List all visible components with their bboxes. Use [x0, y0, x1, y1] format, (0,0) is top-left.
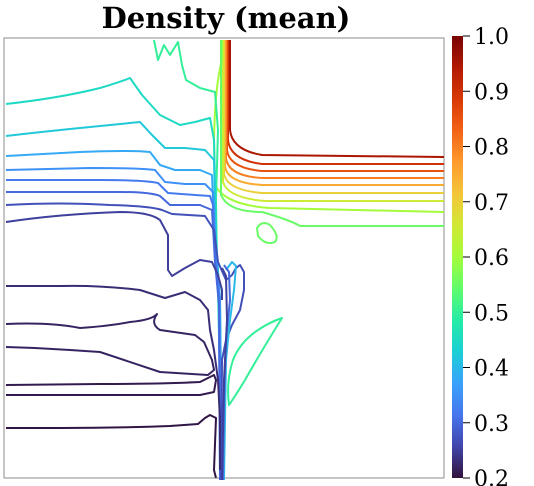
contour-line — [5, 77, 223, 481]
colorbar-tick-label: 0.2 — [474, 467, 509, 486]
colorbar-tick-label: 0.4 — [474, 357, 509, 382]
contour-line — [5, 121, 223, 481]
contour-line — [6, 414, 217, 479]
contour-line — [221, 267, 228, 481]
contour-line — [5, 167, 222, 481]
contour-line — [227, 40, 444, 165]
contour-line — [223, 40, 444, 194]
chart-title: Density (mean) — [102, 1, 351, 35]
colorbar-tick-label: 0.7 — [474, 191, 509, 216]
colorbar-tick-label: 0.6 — [474, 246, 509, 271]
colorbar-tick-label: 0.9 — [474, 80, 509, 105]
contour-line — [224, 40, 444, 186]
colorbar-tick-label: 0.3 — [474, 412, 509, 437]
colorbar-ticks: 1.0 0.9 0.8 0.7 0.6 0.5 0.4 0.3 0.2 — [463, 25, 509, 486]
contour-line — [222, 40, 444, 202]
contour-line — [6, 284, 221, 470]
colorbar: 1.0 0.9 0.8 0.7 0.6 0.5 0.4 0.3 0.2 — [452, 25, 509, 486]
contour-line — [5, 150, 222, 481]
contour-line — [5, 374, 217, 396]
contour-line — [6, 179, 221, 481]
plot-area — [3, 37, 445, 481]
contour-line — [229, 40, 445, 158]
contour-line — [226, 40, 444, 172]
contour-line — [227, 317, 283, 406]
contour-line — [220, 40, 444, 227]
colorbar-tick-label: 0.5 — [474, 301, 509, 326]
colorbar-tick-label: 1.0 — [474, 25, 509, 50]
contour-line — [256, 222, 278, 245]
contour-line — [5, 202, 245, 481]
contour-line — [225, 40, 444, 179]
contour-line — [5, 211, 223, 300]
contour-lines — [5, 39, 445, 481]
contour-line — [6, 191, 221, 481]
contour-line — [5, 313, 215, 376]
colorbar-tick-label: 0.8 — [474, 136, 509, 161]
colorbar-gradient — [452, 36, 463, 478]
